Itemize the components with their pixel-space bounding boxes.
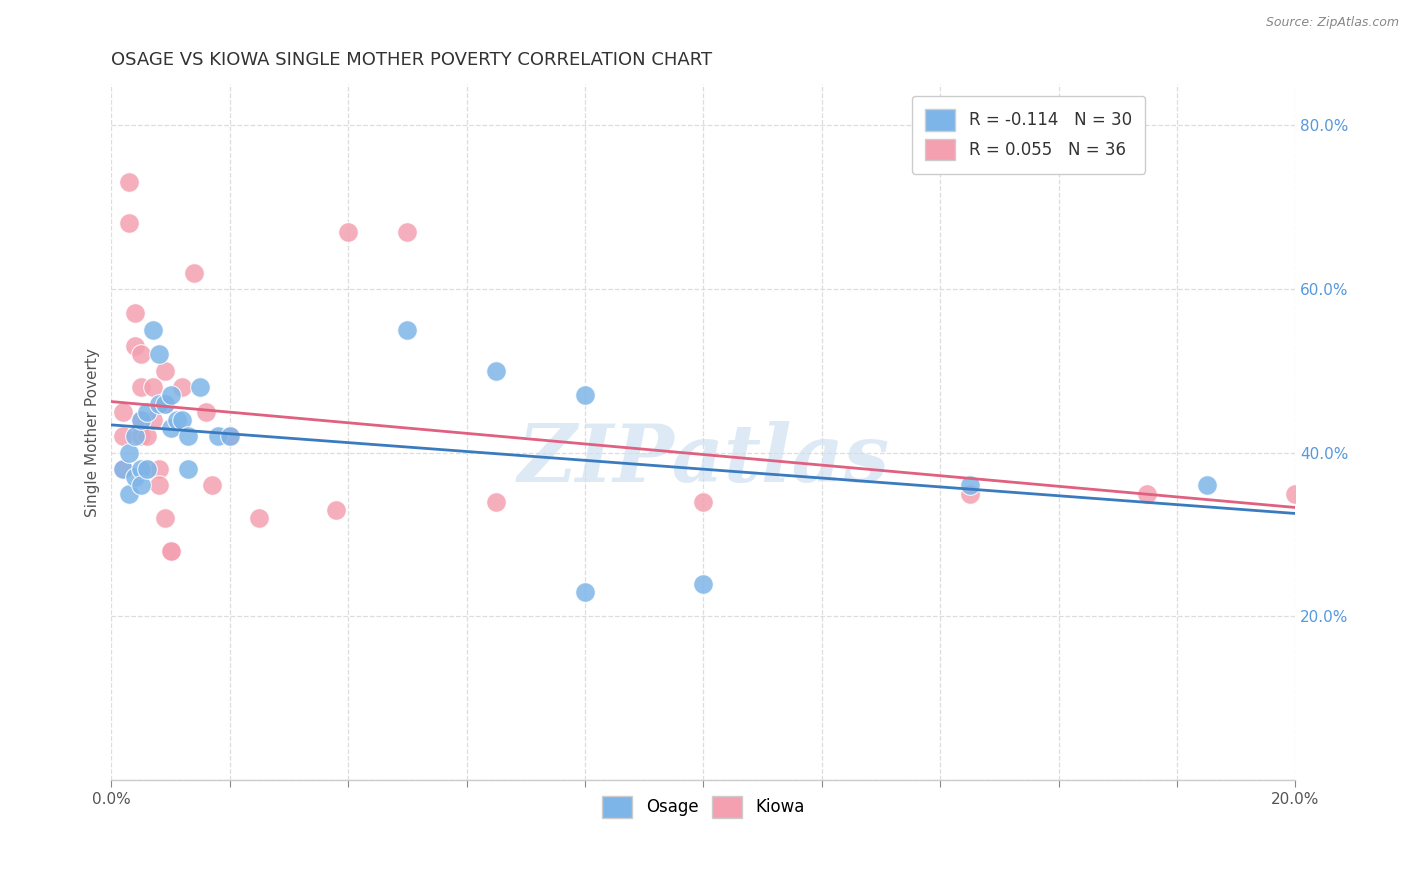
Point bbox=[129, 478, 152, 492]
Point bbox=[136, 462, 159, 476]
Point bbox=[172, 380, 194, 394]
Point bbox=[129, 413, 152, 427]
Point bbox=[1284, 486, 1306, 500]
Point bbox=[201, 478, 224, 492]
Point bbox=[112, 462, 135, 476]
Point bbox=[159, 544, 181, 558]
Point bbox=[159, 421, 181, 435]
Point bbox=[129, 380, 152, 394]
Legend: Osage, Kiowa: Osage, Kiowa bbox=[596, 789, 811, 824]
Point bbox=[177, 429, 200, 443]
Point bbox=[153, 511, 176, 525]
Point bbox=[574, 585, 596, 599]
Point bbox=[159, 388, 181, 402]
Point bbox=[129, 347, 152, 361]
Point bbox=[396, 323, 419, 337]
Point bbox=[112, 429, 135, 443]
Point bbox=[692, 576, 714, 591]
Point bbox=[218, 429, 240, 443]
Text: OSAGE VS KIOWA SINGLE MOTHER POVERTY CORRELATION CHART: OSAGE VS KIOWA SINGLE MOTHER POVERTY COR… bbox=[111, 51, 713, 69]
Point bbox=[485, 495, 508, 509]
Point bbox=[124, 470, 146, 484]
Point bbox=[148, 396, 170, 410]
Point bbox=[485, 364, 508, 378]
Point bbox=[153, 396, 176, 410]
Point bbox=[124, 429, 146, 443]
Point bbox=[207, 429, 229, 443]
Point bbox=[159, 544, 181, 558]
Point bbox=[142, 323, 165, 337]
Point bbox=[959, 478, 981, 492]
Point bbox=[183, 265, 205, 279]
Point bbox=[249, 511, 271, 525]
Point bbox=[325, 503, 347, 517]
Point bbox=[112, 405, 135, 419]
Point bbox=[148, 478, 170, 492]
Point bbox=[129, 462, 152, 476]
Point bbox=[574, 388, 596, 402]
Point bbox=[124, 339, 146, 353]
Point bbox=[148, 462, 170, 476]
Text: Source: ZipAtlas.com: Source: ZipAtlas.com bbox=[1265, 16, 1399, 29]
Point bbox=[177, 462, 200, 476]
Point bbox=[136, 405, 159, 419]
Point bbox=[959, 486, 981, 500]
Point bbox=[153, 396, 176, 410]
Point bbox=[136, 462, 159, 476]
Point bbox=[153, 364, 176, 378]
Point bbox=[129, 429, 152, 443]
Point bbox=[118, 486, 141, 500]
Point bbox=[396, 225, 419, 239]
Point bbox=[129, 413, 152, 427]
Point bbox=[218, 429, 240, 443]
Point bbox=[148, 347, 170, 361]
Point bbox=[118, 445, 141, 459]
Point bbox=[124, 306, 146, 320]
Point bbox=[142, 380, 165, 394]
Point bbox=[112, 462, 135, 476]
Point bbox=[166, 413, 188, 427]
Y-axis label: Single Mother Poverty: Single Mother Poverty bbox=[86, 348, 100, 516]
Point bbox=[136, 429, 159, 443]
Point bbox=[188, 380, 211, 394]
Point bbox=[118, 175, 141, 189]
Text: ZIPatlas: ZIPatlas bbox=[517, 421, 890, 499]
Point bbox=[118, 216, 141, 230]
Point bbox=[692, 495, 714, 509]
Point bbox=[1195, 478, 1218, 492]
Point bbox=[1136, 486, 1159, 500]
Point bbox=[172, 413, 194, 427]
Point bbox=[195, 405, 218, 419]
Point bbox=[337, 225, 360, 239]
Point bbox=[142, 413, 165, 427]
